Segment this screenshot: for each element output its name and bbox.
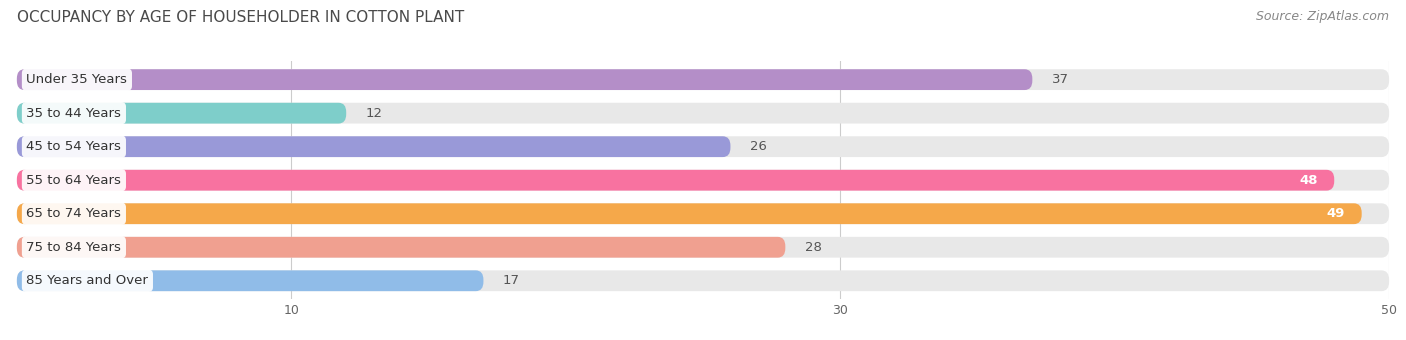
FancyBboxPatch shape <box>17 103 346 123</box>
Text: 48: 48 <box>1299 174 1317 187</box>
FancyBboxPatch shape <box>17 69 1032 90</box>
FancyBboxPatch shape <box>17 237 786 258</box>
Text: Under 35 Years: Under 35 Years <box>27 73 128 86</box>
Text: 37: 37 <box>1052 73 1069 86</box>
Text: 75 to 84 Years: 75 to 84 Years <box>27 241 121 254</box>
FancyBboxPatch shape <box>17 170 1334 191</box>
FancyBboxPatch shape <box>17 69 1389 90</box>
FancyBboxPatch shape <box>17 203 1389 224</box>
Text: 65 to 74 Years: 65 to 74 Years <box>27 207 121 220</box>
Text: 49: 49 <box>1327 207 1346 220</box>
FancyBboxPatch shape <box>17 270 484 291</box>
FancyBboxPatch shape <box>17 170 1389 191</box>
FancyBboxPatch shape <box>17 270 1389 291</box>
Text: 85 Years and Over: 85 Years and Over <box>27 274 149 287</box>
FancyBboxPatch shape <box>17 203 1361 224</box>
Text: OCCUPANCY BY AGE OF HOUSEHOLDER IN COTTON PLANT: OCCUPANCY BY AGE OF HOUSEHOLDER IN COTTO… <box>17 10 464 25</box>
Text: 26: 26 <box>749 140 766 153</box>
Text: 28: 28 <box>804 241 821 254</box>
Text: 35 to 44 Years: 35 to 44 Years <box>27 107 121 120</box>
FancyBboxPatch shape <box>17 136 1389 157</box>
FancyBboxPatch shape <box>17 103 1389 123</box>
FancyBboxPatch shape <box>17 237 1389 258</box>
Text: 12: 12 <box>366 107 382 120</box>
Text: 17: 17 <box>503 274 520 287</box>
FancyBboxPatch shape <box>17 136 731 157</box>
Text: 55 to 64 Years: 55 to 64 Years <box>27 174 121 187</box>
Text: Source: ZipAtlas.com: Source: ZipAtlas.com <box>1256 10 1389 23</box>
Text: 45 to 54 Years: 45 to 54 Years <box>27 140 121 153</box>
